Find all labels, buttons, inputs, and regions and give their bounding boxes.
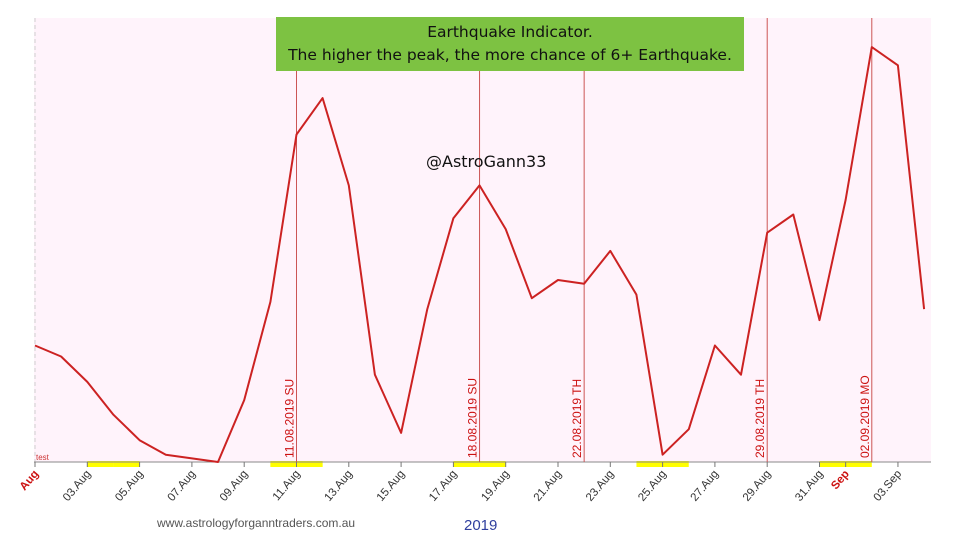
chart-title: Earthquake Indicator. bbox=[427, 23, 593, 41]
event-marker-label: 22.08.2019 TH bbox=[570, 379, 584, 458]
x-tick-label: 19.Aug bbox=[479, 468, 512, 504]
highlight-band bbox=[636, 461, 663, 467]
x-tick-label: 17.Aug bbox=[427, 468, 460, 504]
highlight-band bbox=[819, 461, 846, 467]
highlight-band bbox=[845, 461, 872, 467]
event-marker-label: 02.09.2019 MO bbox=[858, 375, 872, 458]
event-marker-label: 29.08.2019 TH bbox=[753, 379, 767, 458]
highlight-band bbox=[270, 461, 297, 467]
plot-area bbox=[34, 18, 931, 462]
highlight-band bbox=[479, 461, 506, 467]
x-tick-label: Sep bbox=[829, 468, 852, 492]
event-marker-label: 11.08.2019 SU bbox=[283, 379, 297, 458]
x-tick-label: 11.Aug bbox=[271, 468, 303, 503]
x-tick-label: Aug bbox=[18, 468, 42, 493]
legend-marker-label: test bbox=[36, 453, 50, 462]
x-tick-label: 29.Aug bbox=[741, 468, 774, 504]
x-tick-label: 31.Aug bbox=[793, 468, 826, 504]
x-tick-label: 21.Aug bbox=[532, 468, 565, 504]
highlight-band bbox=[113, 461, 140, 467]
event-marker-label: 18.08.2019 SU bbox=[466, 378, 480, 458]
x-tick-label: 13.Aug bbox=[322, 468, 355, 504]
x-tick-label: 09.Aug bbox=[218, 468, 251, 504]
x-tick-label: 03.Aug bbox=[61, 468, 94, 504]
highlight-band bbox=[662, 461, 689, 467]
website-credit: www.astrologyforganntraders.com.au bbox=[157, 516, 356, 530]
chart-subtitle: The higher the peak, the more chance of … bbox=[288, 46, 732, 64]
highlight-band bbox=[296, 461, 323, 467]
chart-title-box: Earthquake Indicator. The higher the pea… bbox=[276, 17, 744, 71]
x-tick-label: 27.Aug bbox=[689, 468, 722, 504]
x-tick-label: 23.Aug bbox=[584, 468, 617, 504]
year-label: 2019 bbox=[464, 517, 498, 534]
highlight-band bbox=[87, 461, 114, 467]
x-tick-label: 03.Sep bbox=[872, 468, 905, 504]
x-tick-label: 05.Aug bbox=[113, 468, 146, 504]
x-tick-label: 15.Aug bbox=[375, 468, 408, 504]
x-tick-label: 07.Aug bbox=[166, 468, 199, 504]
highlight-band bbox=[453, 461, 480, 467]
x-tick-label: 25.Aug bbox=[636, 468, 669, 504]
author-watermark: @AstroGann33 bbox=[426, 152, 547, 171]
series-line bbox=[34, 46, 926, 463]
